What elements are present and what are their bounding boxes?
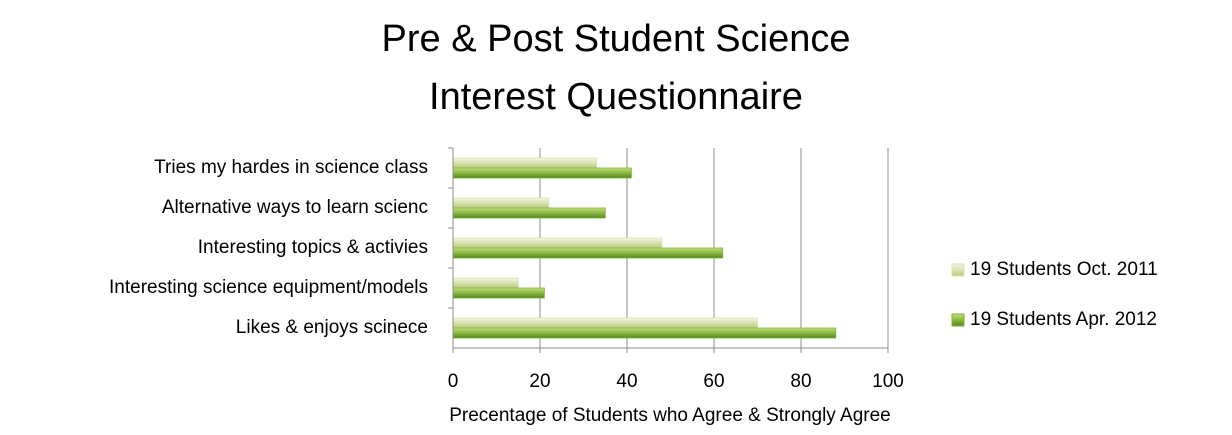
x-tick-label: 40 bbox=[616, 371, 637, 392]
y-tick-label: Alternative ways to learn scienc bbox=[162, 197, 428, 218]
bar bbox=[452, 197, 550, 209]
bar bbox=[452, 247, 724, 259]
y-tick-label: Tries my hardes in science class bbox=[154, 157, 428, 178]
y-tick-label: Interesting topics & activies bbox=[198, 237, 428, 258]
x-tick-label: 0 bbox=[448, 371, 459, 392]
x-tick-label: 100 bbox=[872, 371, 904, 392]
bar bbox=[452, 287, 545, 299]
bar bbox=[452, 317, 758, 329]
x-tick-label: 80 bbox=[790, 371, 811, 392]
bar bbox=[452, 157, 597, 169]
bar bbox=[452, 277, 519, 289]
chart-title: Pre & Post Student Science Interest Ques… bbox=[381, 18, 851, 118]
bar bbox=[452, 327, 837, 339]
legend-swatch bbox=[951, 263, 965, 277]
legend-label: 19 Students Apr. 2012 bbox=[970, 309, 1157, 330]
bar bbox=[452, 237, 663, 249]
x-tick-label: 20 bbox=[529, 371, 550, 392]
y-tick-label: Likes & enjoys scinece bbox=[236, 317, 428, 338]
x-axis-label: Precentage of Students who Agree & Stron… bbox=[449, 405, 891, 426]
bar bbox=[452, 207, 606, 219]
legend-label: 19 Students Oct. 2011 bbox=[970, 259, 1158, 280]
y-tick-label: Interesting science equipment/models bbox=[109, 277, 428, 298]
legend-swatch bbox=[951, 313, 965, 327]
bar bbox=[452, 167, 632, 179]
x-tick-label: 60 bbox=[703, 371, 724, 392]
